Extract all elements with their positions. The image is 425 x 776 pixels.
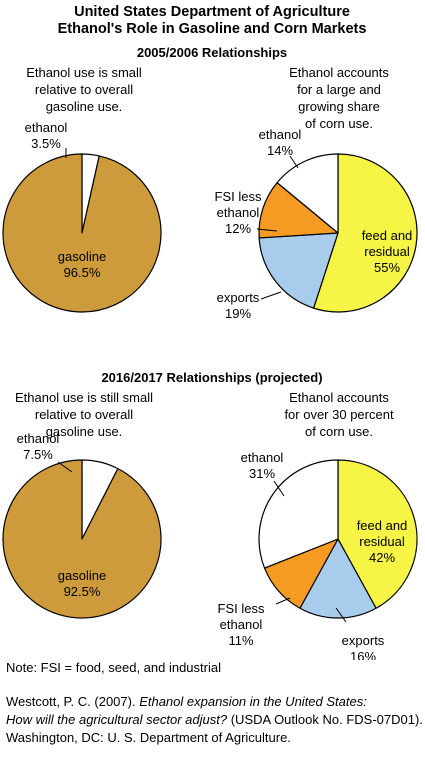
leader-line-3-2 xyxy=(275,597,291,605)
caption-right-1-line-2: of corn use. xyxy=(305,424,373,439)
leader-line-1-1 xyxy=(260,291,282,300)
slice-name-label-2-1-0: gasoline xyxy=(58,568,106,583)
pie-slice-2-1 xyxy=(2,459,162,619)
slice-name-label-1-0-0: feed and xyxy=(362,228,413,243)
slice-value-label-2-0: 7.5% xyxy=(23,447,53,462)
slice-value-label-3-0: 42% xyxy=(369,550,395,565)
footnote: Note: FSI = food, seed, and industrial xyxy=(6,660,221,675)
slice-name-label-0-0-0: ethanol xyxy=(25,120,68,135)
slice-name-label-3-0-0: feed and xyxy=(357,518,408,533)
slice-value-label-1-1: 19% xyxy=(225,306,251,321)
leader-line-2-0 xyxy=(57,461,73,473)
slice-name-label-3-2-0: FSI less xyxy=(218,601,265,616)
section-heading-2016: 2016/2017 Relationships (projected) xyxy=(101,370,322,385)
citation-line-2: How will the agricultural sector adjust?… xyxy=(6,712,423,727)
leader-line-1-2 xyxy=(256,228,278,232)
pie-slice-1-2 xyxy=(258,182,339,239)
slice-name-label-3-1-0: exports xyxy=(342,633,385,648)
pie-slice-3-3 xyxy=(258,459,339,569)
pie-slice-1-0 xyxy=(312,153,418,313)
caption-right-1-line-0: Ethanol accounts xyxy=(289,390,389,405)
slice-name-label-2-0-0: ethanol xyxy=(17,431,60,446)
slice-name-label-3-3-0: ethanol xyxy=(241,450,284,465)
citation-line-1: Westcott, P. C. (2007). Ethanol expansio… xyxy=(6,694,367,709)
slice-name-label-3-2-1: ethanol xyxy=(220,617,263,632)
slice-value-label-0-0: 3.5% xyxy=(31,136,61,151)
section-heading-2005: 2005/2006 Relationships xyxy=(137,45,287,60)
pie-slice-1-1 xyxy=(258,232,339,309)
slice-name-label-3-0-1: residual xyxy=(359,534,405,549)
leader-line-3-1 xyxy=(335,607,347,623)
caption-right-0-line-3: of corn use. xyxy=(305,116,373,131)
caption-right-0-line-1: for a large and xyxy=(297,82,381,97)
slice-value-label-1-0: 55% xyxy=(374,260,400,275)
slice-name-label-0-1-0: gasoline xyxy=(58,249,106,264)
pie-slice-3-0 xyxy=(337,459,418,609)
slice-name-label-1-1-0: exports xyxy=(217,290,260,305)
slice-name-label-1-2-1: ethanol xyxy=(217,205,260,220)
citation: Westcott, P. C. (2007). Ethanol expansio… xyxy=(6,693,424,747)
caption-left-1-line-0: Ethanol use is still small xyxy=(15,390,153,405)
slice-value-label-3-1: 16% xyxy=(350,649,376,660)
captions: Ethanol use is small relative to overall g… xyxy=(15,65,394,439)
caption-left-0-line-1: relative to overall xyxy=(35,82,133,97)
caption-right-1-line-1: for over 30 percent xyxy=(284,407,394,422)
caption-left-0-line-2: gasoline use. xyxy=(46,99,123,114)
citation-line-3: Washington, DC: U. S. Department of Agri… xyxy=(6,730,291,745)
pie-slice-3-1 xyxy=(299,538,377,619)
slice-value-label-2-1: 92.5% xyxy=(64,584,101,599)
leader-line-1-3 xyxy=(289,155,299,169)
slice-name-label-1-0-1: residual xyxy=(364,244,410,259)
pie-slice-1-3 xyxy=(276,153,339,234)
caption-left-1-line-2: gasoline use. xyxy=(46,424,123,439)
slice-value-label-3-2: 11% xyxy=(228,633,253,648)
leader-line-3-3 xyxy=(273,480,285,497)
title-line-2: Ethanol's Role in Gasoline and Corn Mark… xyxy=(58,21,367,37)
slice-value-label-0-1: 96.5% xyxy=(64,265,101,280)
caption-left-1-line-1: relative to overall xyxy=(35,407,133,422)
slice-value-label-3-3: 31% xyxy=(249,466,275,481)
slice-name-label-1-2-0: FSI less xyxy=(215,189,262,204)
caption-right-0-line-0: Ethanol accounts xyxy=(289,65,389,80)
figure: United States Department of Agriculture … xyxy=(2,4,418,660)
title-line-1: United States Department of Agriculture xyxy=(74,4,350,20)
caption-left-0-line-0: Ethanol use is small xyxy=(26,65,142,80)
slice-name-label-1-3-0: ethanol xyxy=(259,127,302,142)
slice-value-label-1-3: 14% xyxy=(267,143,293,158)
caption-right-0-line-2: growing share xyxy=(298,99,380,114)
pie-slice-0-1 xyxy=(2,153,162,313)
slice-value-label-1-2: 12% xyxy=(225,221,251,236)
